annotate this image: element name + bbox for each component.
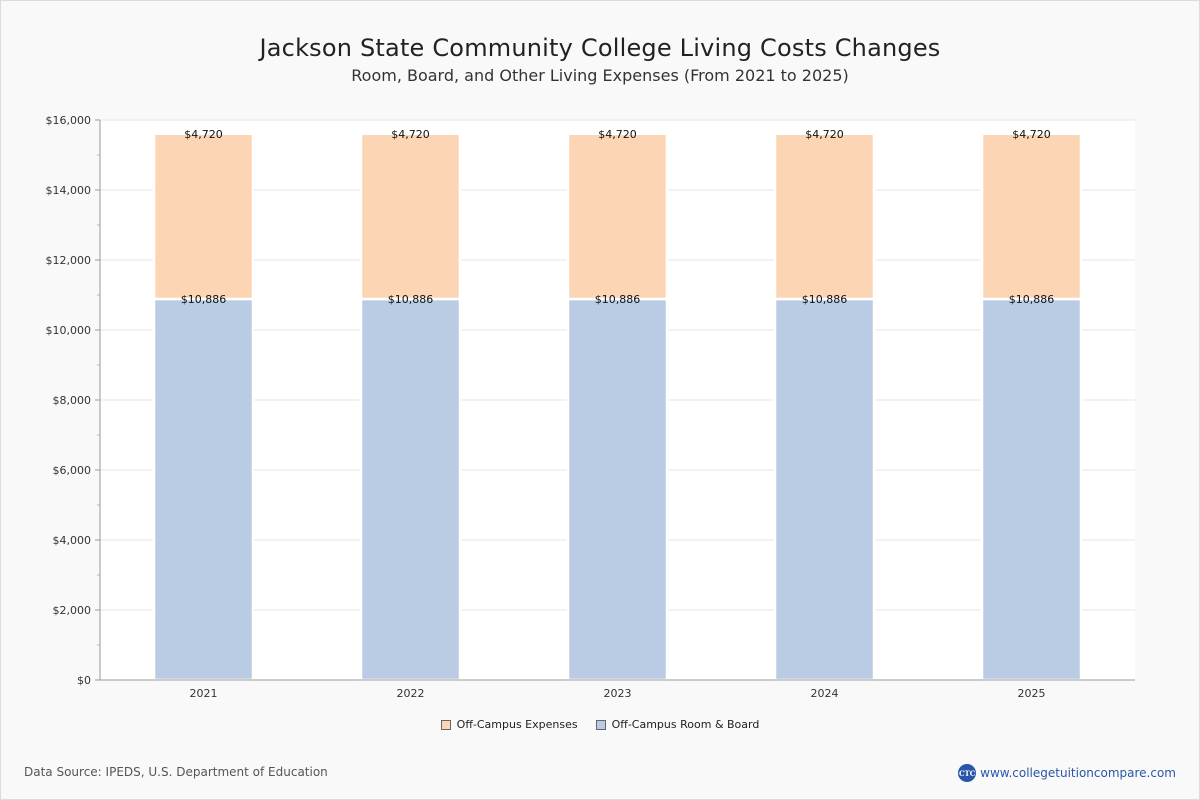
data-label-expenses: $4,720 [184,128,223,141]
y-tick-label: $2,000 [53,604,92,617]
bar-off-campus-expenses [980,132,1083,301]
chart-subtitle: Room, Board, and Other Living Expenses (… [351,66,849,85]
data-labels: $10,886 $4,720 $10,886 $4,720 $10,886 $4,720 $… [181,128,1055,306]
data-source-note: Data Source: IPEDS, U.S. Department of E… [24,765,328,779]
x-tick-label: 2024 [811,687,839,700]
y-tick-label: $10,000 [46,324,92,337]
legend-label-expenses: Off-Campus Expenses [456,718,578,731]
data-label-room-board: $10,886 [181,293,227,306]
bar-room-board [359,297,462,682]
chart-title: Jackson State Community College Living C… [259,34,941,62]
legend-swatch-room-board [595,719,606,730]
data-label-expenses: $4,720 [805,128,844,141]
y-tick-label: $8,000 [53,394,92,407]
bar-room-board [773,297,876,682]
bar-room-board [566,297,669,682]
y-tick-label: $14,000 [46,184,92,197]
data-label-expenses: $4,720 [1012,128,1051,141]
y-tick-label: $4,000 [53,534,92,547]
data-label-expenses: $4,720 [598,128,637,141]
bar-room-board [152,297,255,682]
legend-label-room-board: Off-Campus Room & Board [611,718,760,731]
legend: Off-Campus Expenses Off-Campus Room & Bo… [0,718,1200,731]
data-label-expenses: $4,720 [391,128,430,141]
legend-item-off-campus-expenses[interactable]: Off-Campus Expenses [440,718,578,731]
bar-room-board [980,297,1083,682]
y-tick-label: $12,000 [46,254,92,267]
bar-off-campus-expenses [773,132,876,301]
bar-off-campus-expenses [566,132,669,301]
y-tick-label: $6,000 [53,464,92,477]
data-label-room-board: $10,886 [595,293,641,306]
y-tick-label: $16,000 [46,114,92,127]
data-label-room-board: $10,886 [1009,293,1055,306]
bar-off-campus-expenses [152,132,255,301]
data-label-room-board: $10,886 [802,293,848,306]
bars [152,132,1083,682]
bar-off-campus-expenses [359,132,462,301]
x-tick-label: 2023 [604,687,632,700]
x-tick-label: 2022 [397,687,425,700]
x-tick-label: 2021 [190,687,218,700]
legend-swatch-expenses [440,719,451,730]
data-label-room-board: $10,886 [388,293,434,306]
axes: $0 $2,000 $4,000 $6,000 $8,000 $10,000 $12,000… [46,114,1135,700]
brand-link[interactable]: CTC www.collegetuitioncompare.com [958,764,1176,782]
legend-item-room-board[interactable]: Off-Campus Room & Board [595,718,760,731]
brand-url: www.collegetuitioncompare.com [980,766,1176,780]
brand-logo-icon: CTC [958,764,977,782]
x-tick-label: 2025 [1018,687,1046,700]
y-tick-label: $0 [77,674,91,687]
